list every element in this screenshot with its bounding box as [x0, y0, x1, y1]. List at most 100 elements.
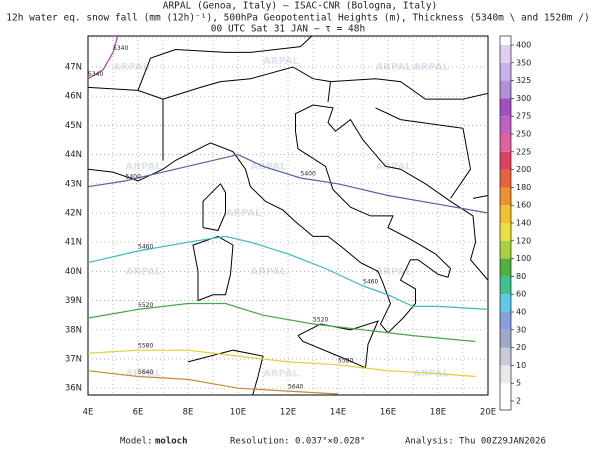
colorbar-label: 100 [516, 254, 531, 263]
contour-label: 5640 [138, 369, 153, 376]
contour-label: 5400 [126, 173, 141, 180]
colorbar-swatch [500, 223, 511, 241]
lon-label: 8E [183, 408, 194, 418]
colorbar-label: 400 [516, 41, 531, 50]
coastline [472, 195, 488, 199]
title: ARPAL (Genoa, Italy) – ISAC-CNR (Bologna… [163, 1, 438, 12]
watermark: ARPAL [376, 266, 413, 277]
lon-label: 16E [380, 408, 396, 418]
colorbar-label: 80 [516, 272, 526, 281]
lat-label: 37N [65, 355, 82, 365]
colorbar-label: 350 [516, 58, 531, 67]
watermark: ARPAL [251, 161, 288, 172]
time-line: 00 UTC Sat 31 JAN – τ = 48h [211, 24, 365, 35]
watermark: ARPAL [126, 369, 163, 380]
colorbar-swatch [500, 80, 511, 99]
colorbar-swatch [500, 151, 511, 170]
coastline [192, 235, 234, 302]
lon-label: 14E [330, 408, 346, 418]
watermark: ARPAL [226, 208, 263, 219]
lon-label: 12E [280, 408, 296, 418]
colorbar-label: 300 [516, 94, 531, 103]
lat-label: 42N [65, 209, 82, 219]
contour-label: 5460 [363, 279, 378, 286]
watermark: ARPAL [263, 369, 300, 380]
lon-label: 10E [230, 408, 246, 418]
colorbar-label: 275 [516, 112, 531, 121]
watermark: ARPAL [263, 56, 300, 67]
colorbar-label: 40 [516, 308, 526, 317]
colorbar-swatch [500, 116, 511, 134]
contour-label: 5460 [138, 243, 153, 250]
watermark: ARPAL [376, 62, 413, 73]
coastline [330, 78, 488, 100]
watermark: ARPAL [251, 266, 288, 277]
colorbar-swatch [500, 240, 511, 259]
colorbar-label: 30 [516, 325, 526, 334]
contour-label: 5340 [88, 71, 103, 78]
colorbar-label: 120 [516, 236, 531, 245]
contour-label: 5640 [288, 384, 303, 391]
footer-model-label: Model: [120, 437, 153, 447]
lat-label: 39N [65, 296, 82, 306]
colorbar-swatch [500, 169, 511, 188]
lat-label: 47N [65, 63, 82, 73]
lat-label: 46N [65, 92, 82, 102]
coastline [202, 182, 226, 232]
watermark: ARPAL [376, 161, 413, 172]
colorbar-swatch [500, 365, 511, 384]
colorbar-label: 200 [516, 165, 531, 174]
colorbar-swatch [500, 62, 511, 81]
contour-line [88, 349, 476, 378]
contour-line [88, 370, 339, 395]
colorbar-swatch [500, 45, 511, 63]
colorbar-label: 225 [516, 147, 531, 156]
colorbar-label: 180 [516, 183, 531, 192]
contour-line [88, 235, 488, 310]
colorbar-swatch [500, 312, 511, 330]
colorbar-swatch [500, 205, 511, 223]
contour-label: 5520 [313, 316, 328, 323]
colorbar-swatch [500, 276, 511, 295]
lat-label: 41N [65, 238, 82, 248]
colorbar-swatch [500, 329, 511, 348]
colorbar-swatch [500, 98, 511, 117]
footer-analysis: Analysis: Thu 00Z29JAN2026 [405, 437, 546, 447]
colorbar-label: 325 [516, 76, 531, 85]
contour-line [88, 302, 476, 343]
contour-label: 5400 [301, 170, 316, 177]
lon-label: 20E [480, 408, 496, 418]
lat-label: 43N [65, 179, 82, 189]
lat-label: 38N [65, 325, 82, 335]
contour-label: 5520 [138, 302, 153, 309]
watermark: ARPAL [413, 62, 450, 73]
colorbar-swatch [500, 383, 511, 401]
lon-label: 18E [430, 408, 446, 418]
contour-line [88, 36, 119, 80]
lon-label: 4E [83, 408, 94, 418]
colorbar-label: 20 [516, 343, 526, 352]
watermark: ARPAL [126, 161, 163, 172]
lat-label: 44N [65, 150, 82, 160]
colorbar-label: 60 [516, 290, 526, 299]
colorbar-label: 250 [516, 130, 531, 139]
coastline [88, 104, 488, 334]
coastline [375, 107, 472, 199]
watermark: ARPAL [413, 369, 450, 380]
map-frame [87, 35, 489, 396]
contour-label: 5580 [338, 357, 353, 364]
watermark: ARPAL [126, 266, 163, 277]
colorbar-label: 5 [516, 379, 521, 388]
lon-label: 6E [133, 408, 144, 418]
lat-label: 45N [65, 121, 82, 131]
subtitle: 12h water eq. snow fall (mm (12h)⁻¹), 50… [6, 13, 589, 24]
colorbar-label: 2 [516, 397, 521, 406]
lat-label: 40N [65, 267, 82, 277]
lat-label: 36N [65, 384, 82, 394]
coastline [162, 66, 332, 161]
contour-label: 5580 [138, 343, 153, 350]
